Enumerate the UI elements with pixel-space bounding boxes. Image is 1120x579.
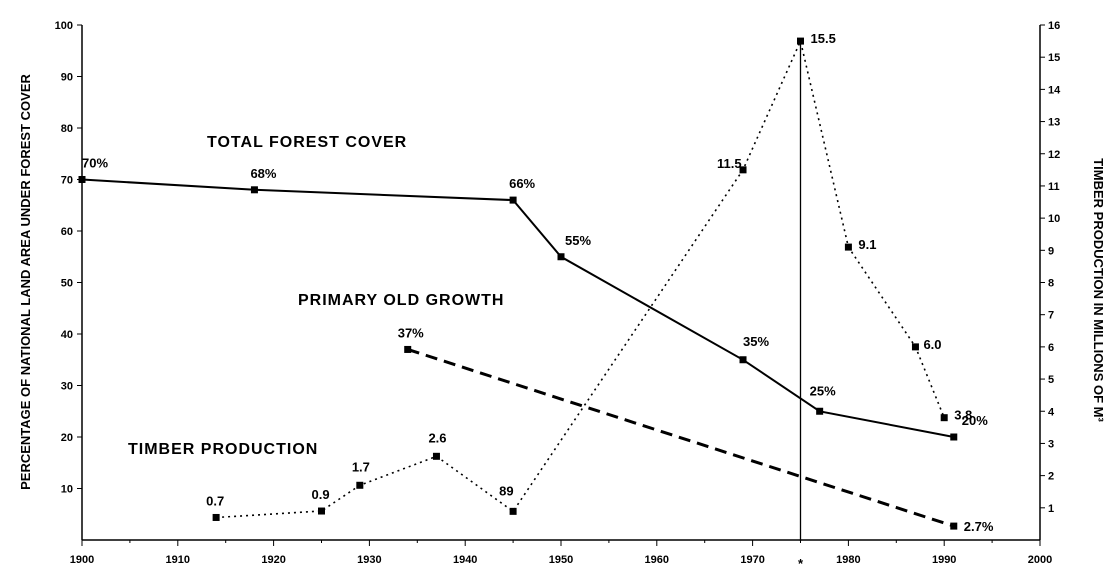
data-point-timber-production	[509, 507, 517, 515]
x-tick-label: 1950	[549, 554, 573, 566]
y-right-tick-label: 15	[1048, 52, 1060, 64]
x-tick-label: 1970	[740, 554, 764, 566]
data-point-timber-production	[911, 343, 919, 351]
y-left-tick-label: 10	[61, 484, 73, 496]
y-right-tick-label: 14	[1048, 84, 1061, 96]
x-tick-label: 1930	[357, 554, 381, 566]
series-title-primary-old-growth: PRIMARY OLD GROWTH	[298, 292, 504, 309]
data-label-total-forest-cover: 66%	[509, 176, 535, 191]
x-tick-label: 1900	[70, 554, 94, 566]
data-label-timber-production: 3.8	[954, 408, 972, 423]
data-point-total-forest-cover	[950, 433, 958, 441]
y-right-tick-label: 12	[1048, 149, 1060, 161]
left-axis-title: PERCENTAGE OF NATIONAL LAND AREA UNDER F…	[18, 74, 33, 490]
y-left-tick-label: 20	[61, 432, 73, 444]
data-point-total-forest-cover	[78, 176, 86, 183]
series-title-timber-production: TIMBER PRODUCTION	[128, 441, 318, 458]
x-tick-label: 1920	[261, 554, 285, 566]
data-point-timber-production	[432, 452, 440, 460]
x-tick-label: 1960	[645, 554, 669, 566]
data-point-total-forest-cover	[739, 356, 747, 364]
data-point-timber-production	[212, 513, 220, 521]
data-label-timber-production: 0.7	[206, 493, 224, 508]
x-tick-label: 1940	[453, 554, 477, 566]
data-point-timber-production	[318, 507, 325, 515]
data-point-timber-production	[844, 243, 852, 251]
data-label-timber-production: 9.1	[858, 237, 876, 252]
data-label-timber-production: 2.6	[428, 430, 446, 445]
y-right-tick-label: 13	[1048, 117, 1060, 129]
marker-symbol: *	[798, 556, 804, 571]
y-left-tick-label: 50	[61, 278, 73, 290]
y-right-tick-label: 16	[1048, 20, 1060, 32]
data-point-total-forest-cover	[250, 186, 258, 194]
x-tick-label: 1910	[166, 554, 190, 566]
data-point-timber-production	[797, 37, 804, 45]
y-left-tick-label: 80	[61, 123, 73, 135]
data-label-primary-old-growth: 37%	[398, 325, 424, 340]
x-tick-label: 2000	[1028, 554, 1052, 566]
y-right-tick-label: 5	[1048, 374, 1054, 386]
y-right-tick-label: 2	[1048, 471, 1054, 483]
y-right-tick-label: 6	[1048, 342, 1054, 354]
y-right-tick-label: 9	[1048, 245, 1054, 257]
y-left-tick-label: 40	[61, 329, 73, 341]
data-label-timber-production: 11.5	[717, 156, 742, 171]
data-label-timber-production: 15.5	[811, 31, 836, 46]
x-tick-label: 1990	[932, 554, 956, 566]
y-right-tick-label: 8	[1048, 278, 1054, 290]
data-label-total-forest-cover: 68%	[250, 166, 276, 181]
y-right-tick-label: 10	[1048, 213, 1060, 225]
series-title-total-forest-cover: TOTAL FOREST COVER	[207, 134, 407, 151]
data-point-timber-production	[356, 481, 364, 489]
y-left-tick-label: 100	[55, 20, 73, 32]
data-label-total-forest-cover: 20%	[962, 413, 988, 428]
data-label-total-forest-cover: 70%	[82, 156, 108, 171]
y-left-tick-label: 90	[61, 72, 73, 84]
y-left-tick-label: 60	[61, 226, 73, 238]
y-right-tick-label: 4	[1048, 406, 1055, 418]
data-label-total-forest-cover: 25%	[810, 383, 836, 398]
data-point-primary-old-growth	[404, 345, 412, 353]
data-label-total-forest-cover: 35%	[743, 334, 769, 349]
right-axis-title: TIMBER PRODUCTION IN MILLIONS OF M³	[1091, 158, 1106, 422]
y-right-tick-label: 1	[1048, 503, 1054, 515]
y-right-tick-label: 3	[1048, 438, 1054, 450]
data-point-primary-old-growth	[950, 522, 958, 530]
x-tick-label: 1980	[836, 554, 860, 566]
data-label-timber-production: 89	[499, 483, 513, 498]
data-label-timber-production: 1.7	[352, 459, 370, 474]
data-point-total-forest-cover	[816, 407, 824, 415]
y-left-tick-label: 70	[61, 175, 73, 187]
data-point-timber-production	[940, 414, 948, 422]
y-right-tick-label: 11	[1048, 181, 1060, 193]
series-line-total-forest-cover	[81, 178, 954, 438]
series-line-timber-production	[216, 38, 945, 519]
data-point-total-forest-cover	[509, 196, 517, 204]
y-right-tick-label: 7	[1048, 310, 1054, 322]
data-label-timber-production: 0.9	[312, 487, 330, 502]
data-point-timber-production	[739, 166, 747, 174]
data-point-total-forest-cover	[557, 253, 565, 261]
series-line-primary-old-growth	[407, 347, 955, 528]
data-label-total-forest-cover: 55%	[565, 233, 591, 248]
data-label-timber-production: 6.0	[923, 337, 941, 352]
data-label-primary-old-growth: 2.7%	[964, 519, 994, 534]
y-left-tick-label: 30	[61, 381, 73, 393]
